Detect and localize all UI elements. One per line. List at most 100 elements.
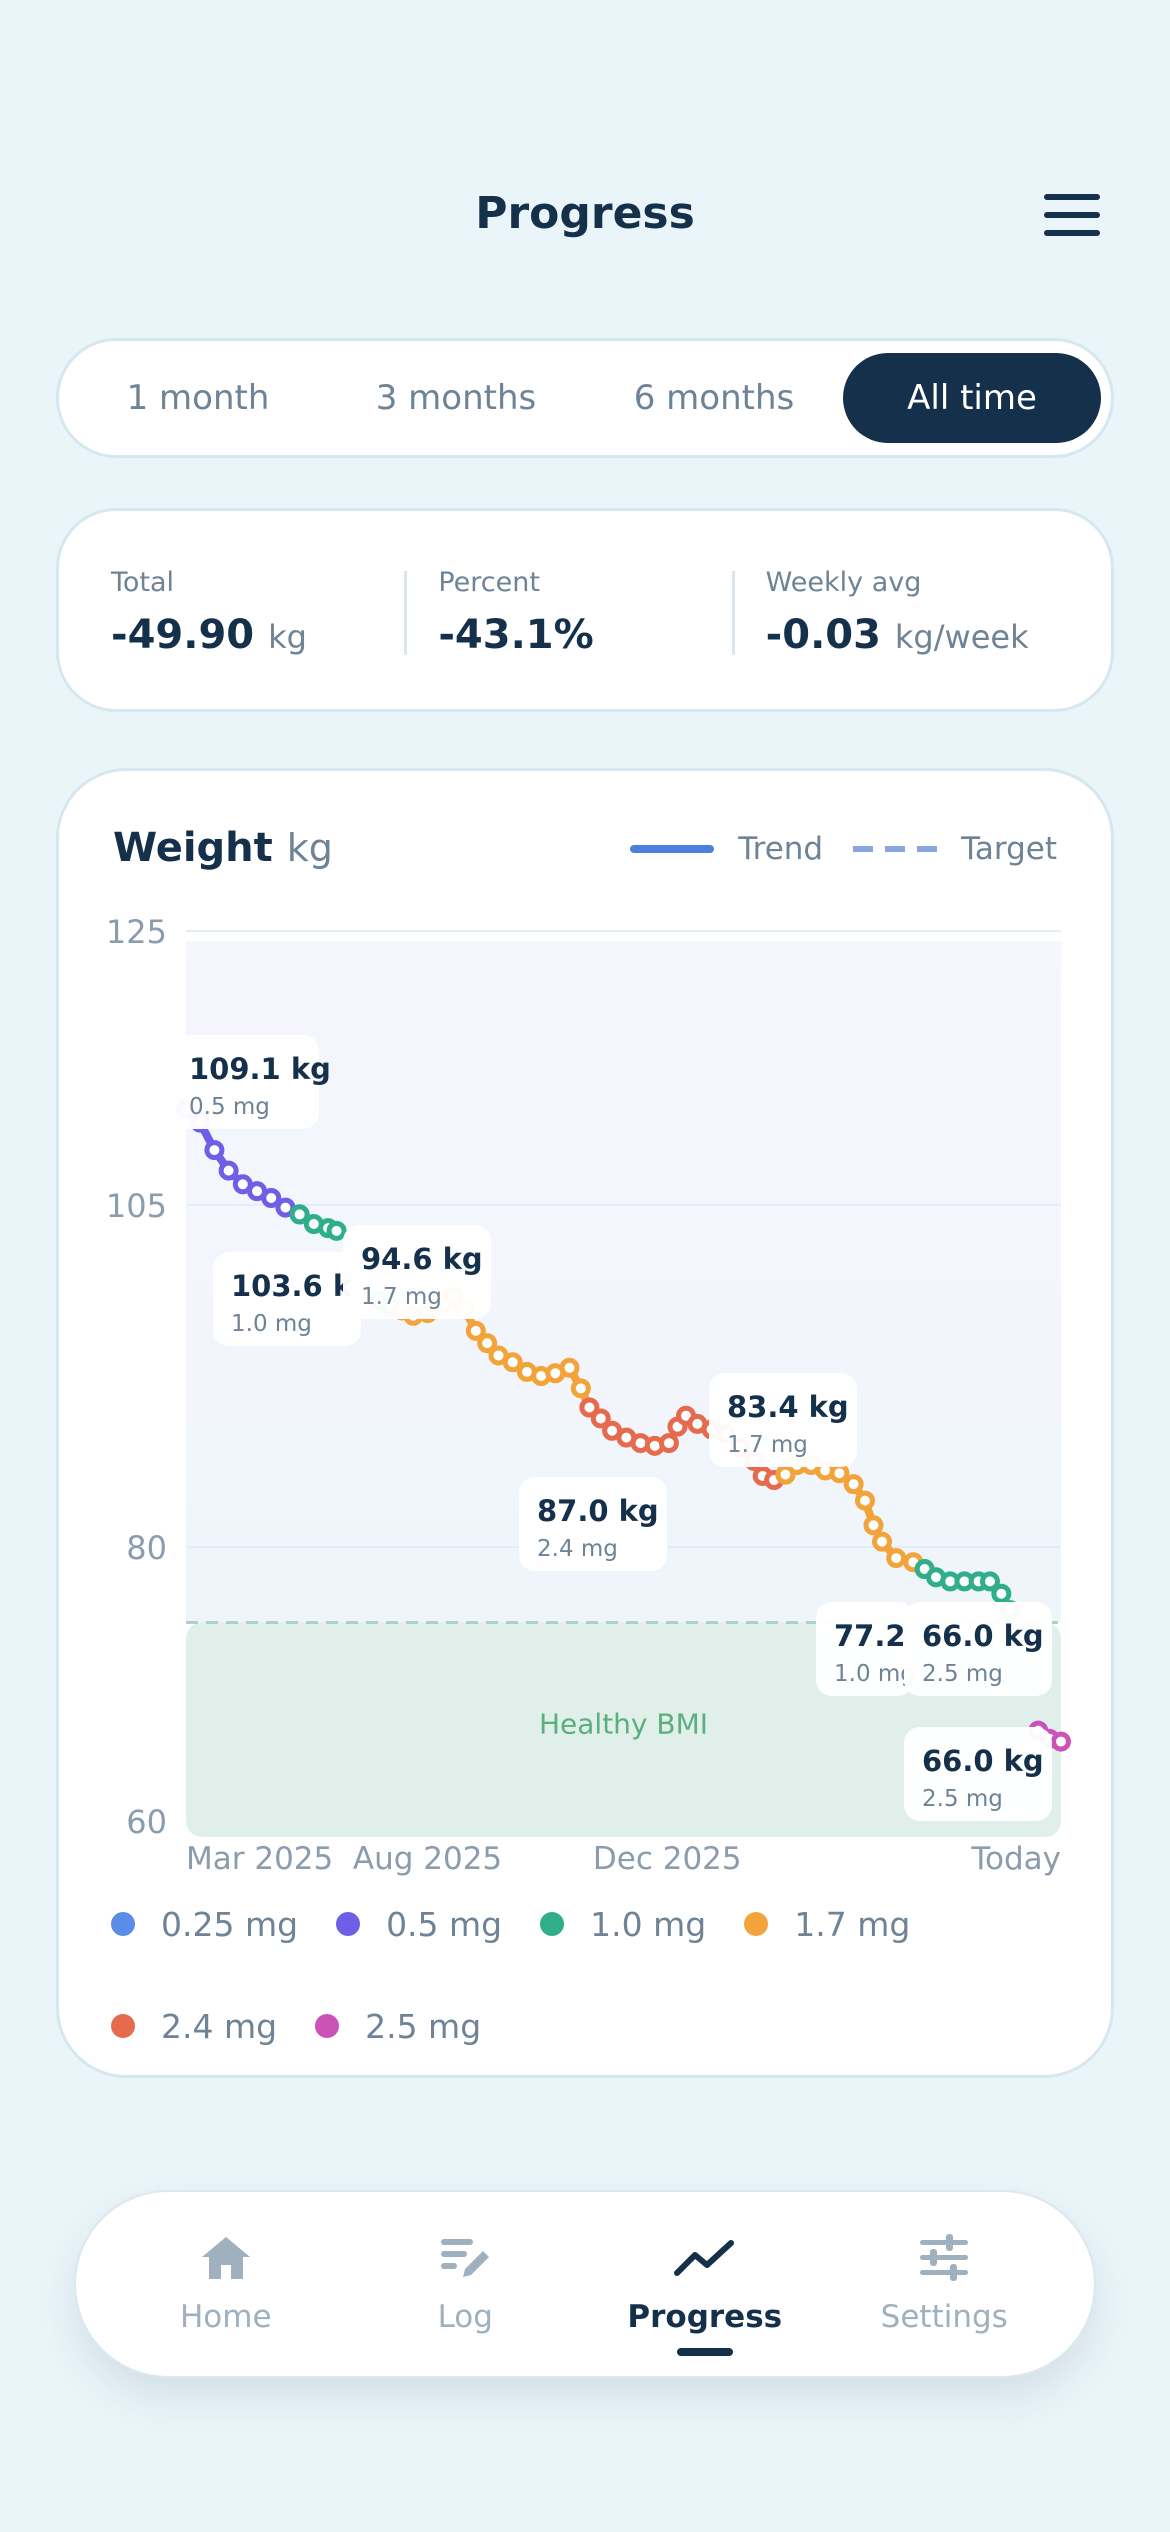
callout-box	[904, 1602, 1052, 1696]
callout-weight: 77.2	[834, 1619, 906, 1653]
callout-weight: 66.0 kg	[922, 1744, 1044, 1778]
tab-home[interactable]: Home	[106, 2192, 346, 2376]
callout-weight: 109.1 kg	[189, 1052, 331, 1086]
stat-percent-value: -43.1%	[438, 612, 594, 658]
weight-point	[979, 1571, 1000, 1592]
stat-weekly: Weekly avg -0.03 kg/week	[731, 511, 1059, 709]
divider	[731, 571, 735, 655]
dose-color-dot	[111, 2014, 135, 2038]
stats-card: Total -49.90 kg Percent -43.1% Weekly av…	[56, 508, 1114, 712]
weight-point	[559, 1357, 580, 1378]
tab-progress-label: Progress	[627, 2299, 783, 2335]
dose-legend-label: 1.0 mg	[590, 1904, 707, 1944]
trend-swatch	[630, 845, 715, 853]
range-6-months[interactable]: 6 months	[633, 378, 795, 418]
weight-point	[658, 1433, 679, 1454]
dose-legend-item: 2.5 mg	[315, 2005, 481, 2047]
weight-point	[854, 1490, 875, 1511]
stat-weekly-value: -0.03	[765, 612, 881, 658]
dose-legend-item: 2.4 mg	[111, 2005, 277, 2047]
stat-total-label: Total	[111, 567, 175, 598]
sliders-icon	[920, 2234, 969, 2281]
callout-box	[519, 1477, 667, 1571]
callout-dose: 2.4 mg	[537, 1536, 618, 1562]
tab-progress[interactable]: Progress	[585, 2192, 825, 2376]
tab-home-label: Home	[179, 2299, 272, 2335]
chart-title-text: Weight	[113, 825, 273, 871]
dose-legend-item: 0.25 mg	[111, 1903, 298, 1945]
weight-point	[886, 1548, 907, 1569]
callout-weight: 66.0 kg	[922, 1619, 1044, 1653]
weight-point	[829, 1463, 850, 1484]
home-icon	[201, 2237, 250, 2279]
stat-percent: Percent -43.1%	[404, 511, 731, 709]
header: Progress	[0, 170, 1170, 260]
weight-point	[465, 1320, 486, 1341]
stat-total: Total -49.90 kg	[111, 511, 404, 709]
callout-box	[904, 1727, 1052, 1821]
time-range-selector: 1 month 3 months 6 months All time	[56, 338, 1114, 458]
x-tick-label: Today	[970, 1841, 1061, 1877]
stat-weekly-unit: kg/week	[894, 618, 1029, 656]
callout-dose: 1.7 mg	[361, 1284, 442, 1310]
weight-chart-card: Healthy BMI 125 105 80 60 Mar 2025 Aug 2025 Dec…	[56, 768, 1114, 2078]
weight-point	[289, 1204, 310, 1225]
trend-icon	[673, 2240, 734, 2276]
weight-point	[579, 1397, 600, 1418]
tab-log[interactable]: Log	[346, 2192, 586, 2376]
range-3-months[interactable]: 3 months	[375, 378, 537, 418]
dose-legend-item: 0.5 mg	[336, 1903, 502, 1945]
weight-point	[570, 1378, 591, 1399]
dose-legend-label: 0.25 mg	[161, 1904, 299, 1944]
dose-color-dot	[336, 1912, 361, 1936]
dose-color-dot	[744, 1912, 769, 1936]
weight-point	[843, 1474, 864, 1495]
hamburger-menu-icon[interactable]	[1044, 194, 1100, 236]
legend-trend-label: Trend	[738, 831, 824, 867]
target-swatch	[853, 846, 938, 852]
active-tab-indicator	[676, 2348, 733, 2356]
dose-legend-item: 1.0 mg	[540, 1903, 706, 1945]
chart-legend: Trend Target	[630, 831, 1057, 867]
chart-title-unit: kg	[286, 826, 333, 870]
weight-point	[991, 1583, 1012, 1604]
x-tick-label: Dec 2025	[593, 1841, 742, 1877]
page-title: Progress	[475, 188, 695, 239]
x-tick-label: Aug 2025	[353, 1841, 502, 1877]
tab-settings[interactable]: Settings	[825, 2192, 1065, 2376]
y-tick-label: 60	[126, 1803, 167, 1841]
stat-weekly-label: Weekly avg	[765, 567, 922, 598]
weight-point	[477, 1333, 498, 1354]
callout-box	[816, 1602, 914, 1696]
callout-weight: 94.6 kg	[361, 1242, 483, 1276]
callout-weight: 83.4 kg	[727, 1390, 849, 1424]
legend-target-label: Target	[961, 831, 1057, 867]
dose-legend-label: 0.5 mg	[386, 1904, 503, 1944]
weight-point	[590, 1408, 611, 1429]
weight-point	[872, 1531, 893, 1552]
weight-point	[218, 1160, 239, 1181]
stat-total-value: -49.90	[111, 612, 255, 658]
y-tick-label: 80	[126, 1529, 167, 1567]
dose-color-dot	[315, 2014, 340, 2038]
range-1-month[interactable]: 1 month	[126, 378, 270, 418]
range-all-time[interactable]: All time	[843, 353, 1101, 443]
chart-title: Weight kg	[113, 825, 333, 871]
callout-dose: 1.0 mg	[231, 1311, 312, 1337]
x-tick-label: Mar 2025	[186, 1841, 333, 1877]
y-tick-label: 105	[106, 1187, 167, 1225]
callout-dose: 0.5 mg	[189, 1094, 270, 1120]
callout-dose: 2.5 mg	[922, 1661, 1003, 1687]
callout-dose: 1.7 mg	[727, 1432, 808, 1458]
callout-box	[213, 1252, 361, 1346]
weight-point	[863, 1515, 884, 1536]
weight-chart[interactable]: Healthy BMI 125 105 80 60 Mar 2025 Aug 2025 Dec…	[59, 771, 1117, 2081]
callout-dose: 1.0 mg	[834, 1661, 915, 1687]
weight-point	[204, 1140, 225, 1161]
callout-box	[343, 1225, 491, 1319]
dose-legend-label: 1.7 mg	[794, 1904, 911, 1944]
dose-legend: 0.25 mg 0.5 mg 1.0 mg 1.7 mg 2.4 mg 2.5 mg	[111, 1903, 1071, 2047]
callout-weight: 103.6 k	[231, 1269, 353, 1303]
callout-box	[171, 1035, 319, 1129]
weight-point	[326, 1220, 347, 1241]
